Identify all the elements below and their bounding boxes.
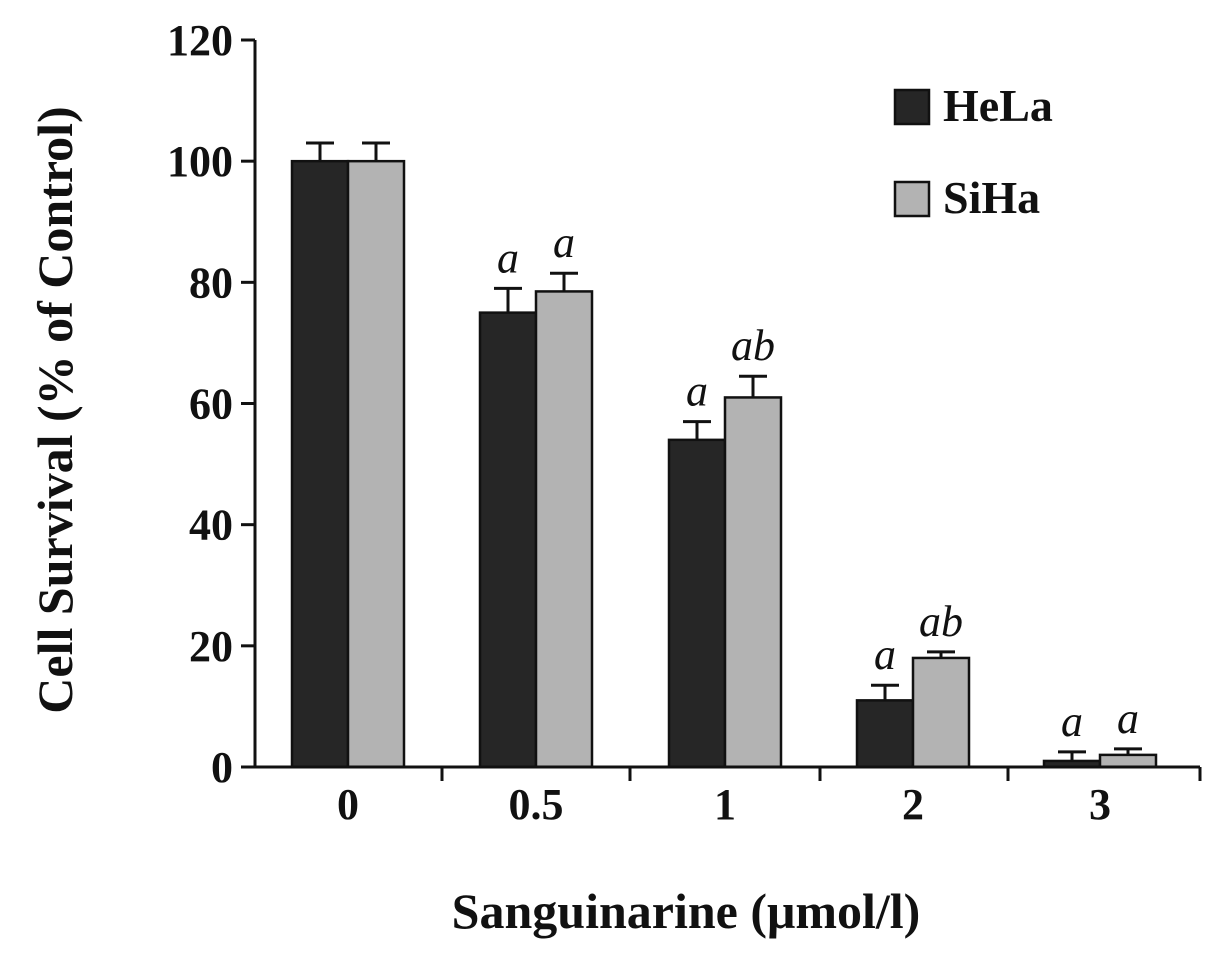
- y-tick-label: 40: [189, 501, 233, 550]
- significance-label: a: [874, 630, 896, 679]
- legend-swatch-siha: [893, 180, 931, 218]
- legend-label-hela: HeLa: [943, 80, 1053, 131]
- y-tick-label: 80: [189, 258, 233, 307]
- x-tick-label: 0: [337, 780, 359, 829]
- x-tick-label: 2: [902, 780, 924, 829]
- error-bars-group: [306, 141, 1142, 761]
- y-tick-label: 20: [189, 622, 233, 671]
- legend-swatch-hela: [893, 88, 931, 126]
- y-tick-label: 0: [211, 743, 233, 792]
- bars-group: [290, 159, 1158, 769]
- bar-hela-3: [855, 699, 915, 769]
- y-tick-label: 60: [189, 380, 233, 429]
- x-tick-label: 3: [1089, 780, 1111, 829]
- y-tick-label: 100: [167, 137, 233, 186]
- bar-siha-1: [534, 290, 594, 769]
- significance-label: a: [497, 233, 519, 282]
- significance-label: ab: [731, 321, 775, 370]
- significance-label: a: [686, 367, 708, 416]
- bar-hela-2: [667, 438, 727, 769]
- significance-label: a: [553, 218, 575, 267]
- bar-siha-2: [723, 396, 783, 769]
- legend: HeLa SiHa: [893, 80, 1053, 223]
- y-axis-title: Cell Survival (% of Control): [27, 106, 83, 713]
- axes-group: 0 20 40 60 80 100 120 0 0.5 1 2 3: [167, 16, 1202, 829]
- x-tick-label: 0.5: [509, 780, 564, 829]
- bar-siha-3: [911, 656, 971, 769]
- x-tick-label: 1: [714, 780, 736, 829]
- significance-label: a: [1061, 697, 1083, 746]
- significance-label: a: [1117, 694, 1139, 743]
- bar-hela-0: [290, 159, 350, 769]
- bar-siha-4: [1098, 753, 1158, 769]
- significance-label: ab: [919, 597, 963, 646]
- y-tick-label: 120: [167, 16, 233, 65]
- bar-hela-1: [478, 311, 538, 769]
- bar-siha-0: [346, 159, 406, 769]
- legend-label-siha: SiHa: [943, 172, 1040, 223]
- x-axis-title: Sanguinarine (μmol/l): [452, 883, 921, 939]
